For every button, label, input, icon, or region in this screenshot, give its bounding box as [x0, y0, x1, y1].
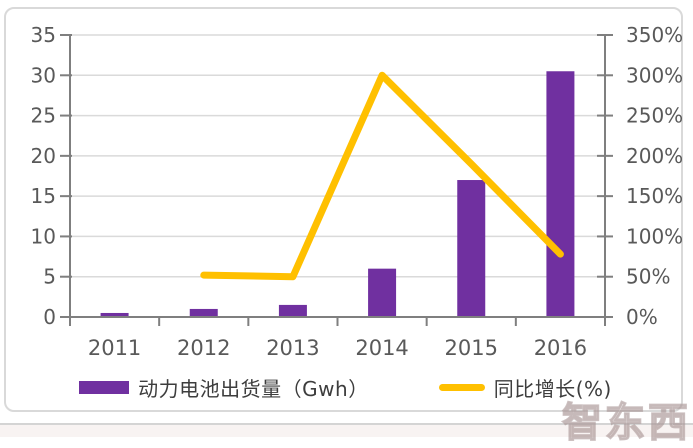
left-tick-label: 15 [31, 184, 56, 208]
x-category-label: 2013 [266, 336, 319, 360]
bar-2015 [457, 180, 486, 317]
left-tick-label: 25 [31, 104, 56, 128]
right-tick-label: 150% [626, 184, 683, 208]
left-tick-label: 35 [31, 23, 56, 47]
bottom-divider [0, 423, 693, 425]
left-tick-label: 5 [43, 265, 56, 289]
x-category-label: 2016 [534, 336, 587, 360]
combo-chart-canvas: 051015202530350%50%100%150%200%250%300%3… [31, 23, 684, 360]
legend-label-shipments: 动力电池出货量（Gwh） [138, 376, 369, 401]
left-tick-label: 30 [31, 63, 56, 87]
legend-label-growth: 同比增长(%) [493, 376, 612, 401]
x-category-label: 2012 [177, 336, 230, 360]
left-tick-label: 0 [43, 305, 56, 329]
bar-2011 [100, 312, 129, 317]
right-tick-label: 50% [626, 265, 670, 289]
bar-series-swatch-icon [79, 380, 130, 394]
growth-line [200, 71, 564, 281]
x-category-label: 2015 [445, 336, 498, 360]
right-tick-label: 300% [626, 63, 683, 87]
x-category-label: 2011 [88, 336, 141, 360]
right-tick-label: 100% [626, 224, 683, 248]
bar-2016 [546, 71, 575, 317]
right-tick-label: 350% [626, 23, 683, 47]
x-category-label: 2014 [355, 336, 408, 360]
right-tick-label: 200% [626, 144, 683, 168]
legend-item-growth: 同比增长(%) [438, 373, 612, 402]
watermark: 智东西 [561, 399, 691, 447]
left-tick-label: 10 [31, 224, 56, 248]
right-tick-label: 250% [626, 104, 683, 128]
bar-2013 [278, 304, 307, 317]
right-tick-label: 0% [626, 305, 658, 329]
bar-2014 [368, 268, 397, 317]
bar-2012 [189, 308, 218, 317]
legend-item-shipments: 动力电池出货量（Gwh） [79, 373, 369, 402]
bottom-strip [0, 425, 693, 437]
left-tick-label: 20 [31, 144, 56, 168]
chart-legend: 动力电池出货量（Gwh） 同比增长(%) [4, 372, 687, 402]
line-series-swatch-icon [438, 383, 485, 391]
